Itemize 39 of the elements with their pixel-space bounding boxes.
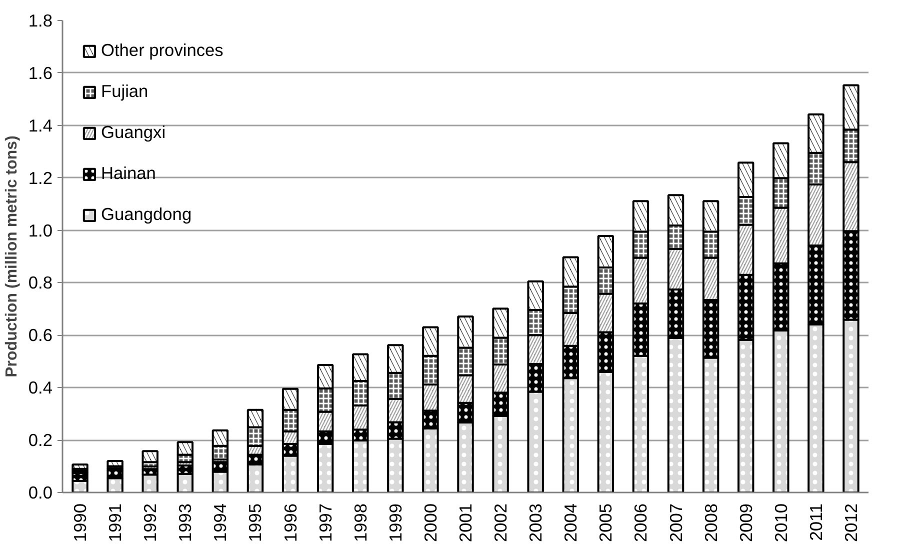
y-tick-label: 0.2 [28, 430, 53, 450]
x-tick-label: 2010 [770, 503, 791, 542]
y-tick-label: 0.8 [28, 272, 53, 293]
y-tick-label: 1.4 [28, 115, 53, 136]
x-tick-label: 2006 [630, 503, 651, 542]
x-tick-label: 2000 [420, 503, 440, 542]
x-tick-label: 2008 [700, 503, 721, 542]
legend-label: Fujian [101, 81, 148, 102]
y-tick-label: 1.6 [28, 62, 53, 83]
x-tick-label: 2002 [490, 503, 511, 542]
x-tick-label: 1999 [385, 503, 406, 542]
x-tick-label: 2001 [456, 503, 476, 542]
x-tick-label: 1994 [210, 503, 230, 542]
x-tick-label: 1995 [245, 503, 266, 542]
legend-label: Hainan [101, 163, 156, 184]
x-tick-label: 1996 [280, 503, 300, 542]
y-tick-label: 0.0 [28, 482, 53, 502]
x-tick-label: 2004 [560, 503, 581, 542]
x-tick-label: 2003 [526, 503, 546, 542]
y-axis-title: Production (million metric tons) [3, 136, 20, 378]
x-tick-label: 1997 [315, 503, 336, 542]
legend-label: Guangdong [101, 204, 192, 225]
y-tick-label: 0.4 [28, 378, 53, 398]
x-tick-label: 1992 [140, 503, 160, 542]
x-tick-label: 2009 [736, 503, 756, 542]
y-tick-label: 1.2 [28, 168, 53, 188]
x-tick-label: 2005 [596, 503, 616, 542]
x-tick-label: 2012 [840, 503, 861, 542]
y-tick-label: 1.8 [28, 10, 53, 30]
y-tick-label: 0.6 [28, 325, 53, 346]
x-tick-label: 1998 [350, 503, 370, 542]
legend-label: Guangxi [101, 122, 166, 143]
x-tick-label: 1991 [105, 503, 126, 542]
x-tick-label: 2011 [806, 503, 826, 541]
x-tick-label: 2007 [666, 503, 686, 542]
y-tick-label: 1.0 [28, 220, 53, 240]
x-tick-label: 1993 [175, 503, 196, 542]
legend-label: Other provinces [101, 40, 224, 61]
x-tick-label: 1990 [70, 503, 90, 542]
